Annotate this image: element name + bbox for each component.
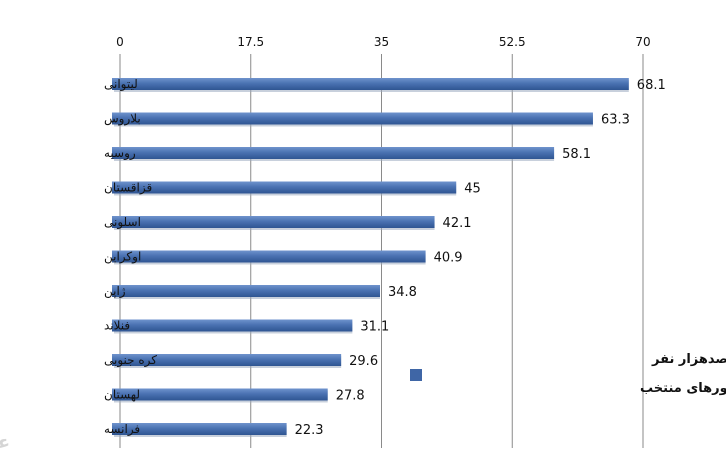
category-labels: لیتوانی بلاروس روسیه قزاقستان اسلونی اوکراین ژ… (104, 77, 157, 437)
legend-line-1: نرخ خودکشی به ازای هر صدهزار نفر (651, 352, 726, 367)
category-label: فرانسه (104, 422, 140, 437)
bar (112, 388, 328, 401)
category-label: قزاقستان (104, 181, 152, 196)
category-label: فنلاند (104, 319, 130, 333)
data-label: 45 (464, 182, 481, 197)
category-label: اسلونی (104, 215, 141, 230)
bar (112, 181, 457, 194)
data-label: 40.9 (434, 251, 463, 266)
category-label: ژاپن (104, 284, 126, 299)
x-tick-label: 70 (635, 35, 650, 49)
category-label: اوکراین (104, 250, 141, 265)
watermark-logo: عصر ایران (0, 432, 10, 453)
bars (112, 78, 629, 437)
category-label: لهستان (104, 388, 140, 402)
data-label: 34.8 (388, 285, 417, 300)
data-label: 63.3 (601, 113, 630, 128)
data-label: 68.1 (637, 78, 666, 93)
bar (112, 319, 353, 332)
x-tick-label: 17.5 (237, 35, 264, 49)
bar (112, 250, 426, 263)
bar (112, 78, 629, 90)
bar (112, 354, 342, 366)
x-tick-label: 52.5 (499, 35, 526, 49)
data-label: 31.1 (360, 320, 389, 335)
data-label: 58.1 (562, 147, 591, 162)
bar (112, 147, 555, 159)
category-label: لیتوانی (104, 77, 138, 92)
bar (112, 423, 287, 435)
data-label: 42.1 (443, 216, 472, 231)
bar (112, 285, 381, 297)
category-label: کره جنوبی (104, 353, 157, 368)
x-tick-label: 0 (116, 35, 124, 49)
category-label: بلاروس (104, 112, 141, 127)
bar (112, 216, 435, 228)
category-label: روسیه (104, 146, 136, 161)
legend-swatch (410, 369, 422, 381)
data-label: 29.6 (349, 354, 378, 369)
x-tick-label: 35 (374, 35, 389, 49)
data-labels: 68.1 63.3 58.1 45 42.1 40.9 34.8 31.1 29.6 27.8 22… (295, 78, 666, 438)
legend-line-2: در برخی کشورهای منتخب (640, 381, 726, 396)
bar (112, 112, 593, 125)
legend: نرخ خودکشی به ازای هر صدهزار نفر در برخی… (410, 352, 726, 396)
data-label: 22.3 (295, 423, 324, 438)
data-label: 27.8 (336, 389, 365, 404)
x-axis-tick-labels: 0 17.5 35 52.5 70 (116, 35, 650, 49)
